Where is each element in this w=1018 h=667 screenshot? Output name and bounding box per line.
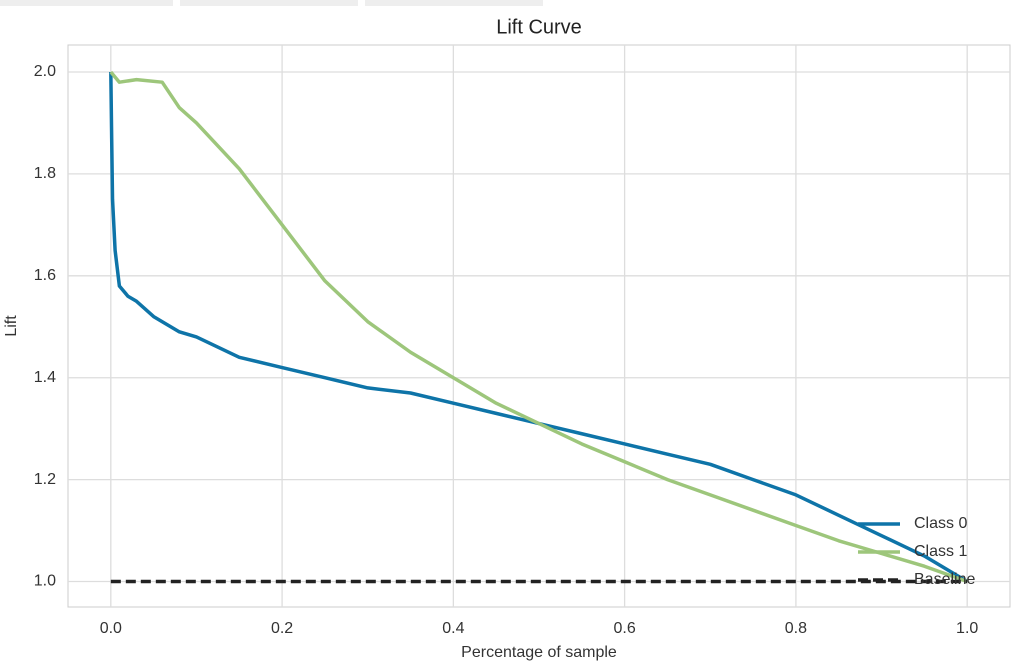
legend-label: Baseline <box>914 571 975 588</box>
legend-label: Class 1 <box>914 543 967 560</box>
y-tick-label: 1.6 <box>34 267 56 284</box>
x-tick-label: 0.0 <box>100 620 122 637</box>
tab <box>0 0 173 6</box>
line <box>109 71 969 584</box>
x-tick-label: 1.0 <box>956 620 978 637</box>
x-tick-label: 0.2 <box>271 620 293 637</box>
legend-label: Class 0 <box>914 515 967 532</box>
plot-area <box>67 44 1011 608</box>
y-tick-label: 1.2 <box>34 471 56 488</box>
y-tick-label: 2.0 <box>34 63 56 80</box>
x-tick-label: 0.8 <box>785 620 807 637</box>
x-tick-label: 0.6 <box>614 620 636 637</box>
x-axis-label: Percentage of sample <box>461 644 617 661</box>
x-tick-label: 0.4 <box>442 620 464 637</box>
y-tick-label: 1.4 <box>34 369 56 386</box>
chart-title: Lift Curve <box>496 16 582 38</box>
y-tick-label: 1.8 <box>34 165 56 182</box>
tab <box>180 0 358 6</box>
y-axis-label: Lift <box>3 315 20 337</box>
tab <box>365 0 543 6</box>
line <box>109 70 968 584</box>
y-tick-label: 1.0 <box>34 573 56 590</box>
